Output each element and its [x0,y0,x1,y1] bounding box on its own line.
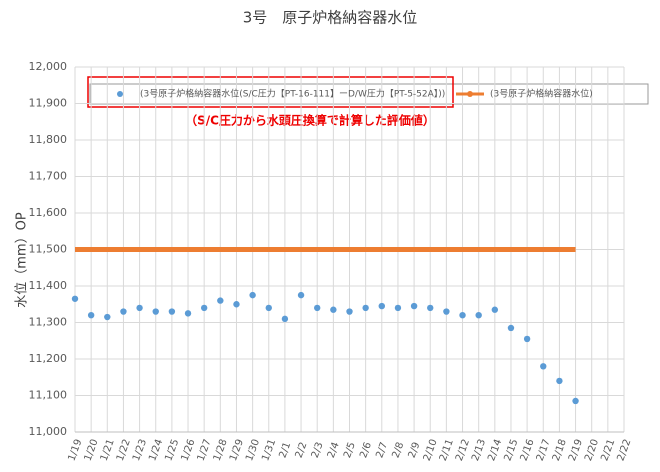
data-point [394,304,402,312]
y-tick-label: 11,500 [29,243,68,256]
x-tick-label: 2/1 [277,441,293,460]
data-point [443,308,450,315]
data-point [168,308,176,315]
data-point [330,306,337,313]
x-tick-label: 2/7 [374,441,390,460]
data-point [265,304,272,312]
highlight-box [87,76,454,108]
data-point [362,304,369,312]
annotation: （S/C圧力から水頭圧換算で計算した評価値） [185,113,435,128]
x-tick-label: 2/3 [310,441,326,460]
legend-marker [467,91,473,97]
data-point [572,397,579,405]
data-point [249,291,256,299]
y-tick-label: 11,400 [29,279,68,292]
data-point [346,308,353,315]
data-point [378,302,385,310]
data-point [120,308,127,315]
x-tick-label: 2/5 [342,441,358,460]
data-point [427,304,434,312]
data-point [491,306,499,313]
data-point [184,310,192,317]
y-tick-label: 11,800 [29,133,68,146]
x-tick-label: 2/4 [326,441,342,460]
y-tick-label: 11,100 [29,389,68,402]
data-point [507,324,515,332]
data-point [410,302,418,310]
data-point [152,308,159,315]
legend-label: (3号原子炉格納容器水位(S/C圧力【PT-16-111】ーD/W圧力【PT-5… [140,88,445,100]
y-axis-label: 水位（mm）OP [15,212,30,308]
data-point [87,312,95,319]
data-point [71,295,79,302]
data-point [200,304,208,312]
y-tick-label: 11,700 [29,170,68,183]
data-point [540,363,547,370]
data-point [281,315,289,323]
data-point [475,312,482,319]
y-tick-label: 11,200 [29,352,68,365]
x-tick-label: 2/9 [407,441,423,460]
x-tick-label: 2/2 [294,441,310,460]
data-point [104,313,111,321]
legend-marker [117,91,123,97]
y-tick-label: 12,000 [29,60,68,73]
data-point [314,304,321,312]
x-tick-label: 2/22 [615,438,633,463]
y-tick-label: 11,000 [29,425,68,438]
data-point [459,312,466,319]
x-tick-label: 1/31 [260,438,278,463]
y-tick-label: 11,300 [29,316,68,329]
data-point [523,335,531,343]
data-point [297,291,305,299]
data-point [217,297,224,304]
legend-label: (3号原子炉格納容器水位) [490,88,593,100]
y-tick-label: 11,600 [29,206,68,219]
data-point [233,301,240,308]
chart-title: 3号 原子炉格納容器水位 [243,9,418,27]
data-point [556,377,563,385]
x-tick-label: 2/6 [358,441,374,460]
data-point [136,304,143,312]
y-tick-label: 11,900 [29,97,68,110]
x-tick-label: 2/8 [390,441,406,460]
